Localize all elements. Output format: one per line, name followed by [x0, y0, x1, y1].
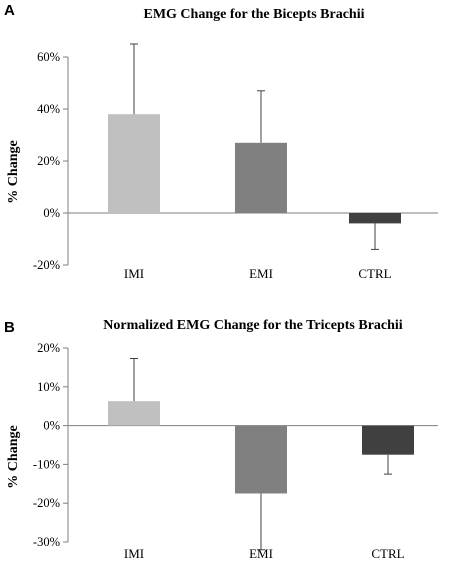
category-label-emi: EMI [249, 266, 273, 281]
y-tick-label: -20% [33, 496, 60, 510]
bar-imi [108, 114, 160, 213]
panel-letter: A [4, 2, 15, 19]
y-tick-label: -20% [33, 258, 60, 272]
y-tick-label: 0% [43, 419, 60, 433]
y-axis-label: % Change [6, 140, 21, 203]
chart-panel-a: A EMG Change for the Bicepts Brachii % Cha… [4, 2, 438, 281]
y-tick-label: 60% [37, 50, 60, 64]
chart-panel-b: B Normalized EMG Change for the Tricepts … [4, 318, 438, 561]
category-label-imi: IMI [124, 546, 144, 561]
category-label-ctrl: CTRL [358, 266, 391, 281]
y-tick-label: 20% [37, 341, 60, 355]
y-tick-label: -10% [33, 457, 60, 471]
bar-ctrl [362, 425, 414, 455]
y-tick-label: 0% [43, 206, 60, 220]
bar-emi [235, 425, 287, 494]
y-tick-label: -30% [33, 535, 60, 549]
y-tick-label: 20% [37, 154, 60, 168]
category-label-ctrl: CTRL [371, 546, 404, 561]
chart-title: EMG Change for the Bicepts Brachii [143, 7, 364, 22]
panel-letter: B [4, 319, 15, 336]
category-label-imi: IMI [124, 266, 144, 281]
bar-ctrl [349, 213, 401, 224]
chart-title: Normalized EMG Change for the Tricepts B… [103, 318, 403, 333]
bar-imi [108, 401, 160, 426]
category-label-emi: EMI [249, 546, 273, 561]
y-axis-label: % Change [6, 425, 21, 488]
bar-emi [235, 142, 287, 213]
y-tick-label: 10% [37, 380, 60, 394]
y-tick-label: 40% [37, 102, 60, 116]
